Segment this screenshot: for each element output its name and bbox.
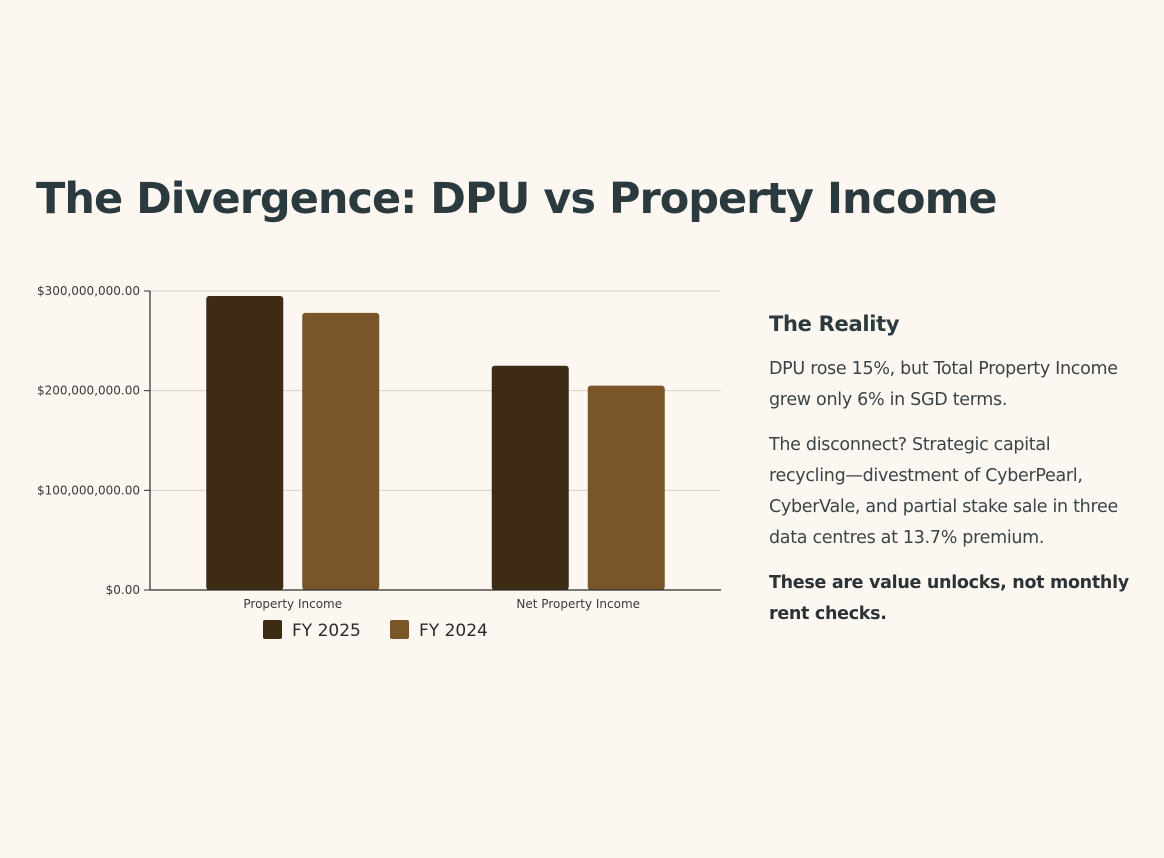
legend-swatch [263,620,282,639]
y-tick-label: $100,000,000.00 [37,483,140,497]
legend: FY 2025 FY 2024 [263,620,488,641]
side-paragraph-disconnect: The disconnect? Strategic capital recycl… [769,435,1118,548]
bar-chart: $0.00 $100,000,000.00 $200,000,000.00 $300,… [37,284,721,641]
bars [206,295,665,590]
bar-fy-2024-net-property-income [587,385,665,590]
legend-swatch [390,620,409,639]
side-paragraph-dpu: DPU rose 15%, but Total Property Income … [769,359,1118,410]
side-emphasis: These are value unlocks, not monthly ren… [769,573,1129,624]
y-tick-label: $200,000,000.00 [37,384,140,398]
x-tick-label: Property Income [243,597,342,611]
y-tick-label: $300,000,000.00 [37,284,140,298]
axes: $0.00 $100,000,000.00 $200,000,000.00 $300,… [37,284,721,611]
bar-fy-2025-net-property-income [491,365,569,590]
slide-title: The Divergence: DPU vs Property Income [36,174,998,224]
side-heading: The Reality [769,312,900,336]
y-tick-label: $0.00 [106,583,140,597]
chart-container: $0.00 $100,000,000.00 $200,000,000.00 $300,… [0,270,740,650]
x-tick-label: Net Property Income [516,597,640,611]
legend-label: FY 2024 [419,621,488,641]
legend-label: FY 2025 [292,621,361,641]
side-panel: The Reality DPU rose 15%, but Total Prop… [769,312,1129,644]
bar-fy-2024-property-income [302,312,380,590]
bar-fy-2025-property-income [206,295,284,590]
